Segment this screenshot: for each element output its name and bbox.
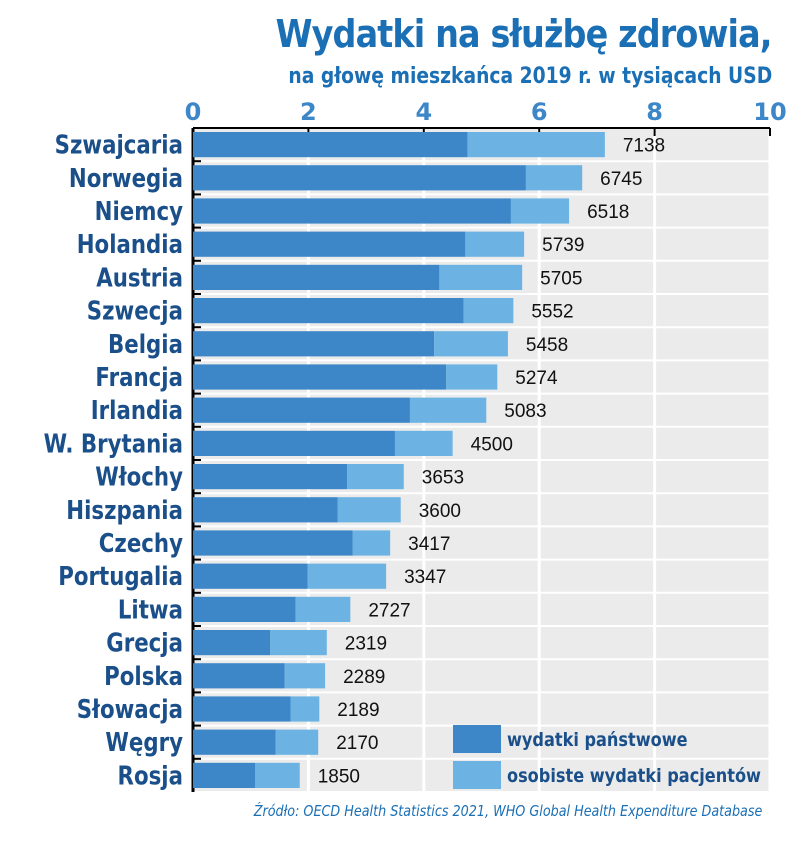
x-tick-label: 2 — [300, 98, 317, 126]
category-label: Portugalia — [58, 561, 183, 592]
bar-segment-private — [434, 331, 508, 357]
bar-total-label: 3600 — [419, 501, 461, 522]
bar-segment-private — [290, 696, 320, 722]
bar-total-label: 3347 — [404, 567, 446, 588]
bar-segment-private — [255, 762, 300, 788]
bar-segment-government — [193, 762, 256, 788]
bar-segment-private — [270, 630, 327, 656]
category-label: Holandia — [77, 229, 183, 260]
legend-swatch — [453, 761, 501, 789]
chart-title: Wydatki na służbę zdrowia, — [276, 12, 773, 56]
bar-segment-government — [193, 530, 353, 556]
legend-swatch — [453, 725, 501, 753]
x-tick-label: 10 — [753, 98, 786, 126]
category-label: Rosja — [118, 760, 183, 791]
bar-segment-government — [193, 696, 291, 722]
bar-total-label: 2289 — [343, 667, 385, 688]
bar-total-label: 5083 — [504, 401, 546, 422]
x-tick-label: 6 — [531, 98, 548, 126]
bar-total-label: 3417 — [408, 534, 450, 555]
category-label: W. Brytania — [44, 428, 183, 459]
bar-total-label: 7138 — [623, 136, 665, 157]
bar-segment-government — [193, 298, 464, 324]
bar-segment-government — [193, 397, 410, 423]
category-label: Szwecja — [87, 296, 183, 327]
bar-total-label: 4500 — [471, 434, 513, 455]
bar-segment-government — [193, 165, 526, 191]
bar-segment-private — [394, 430, 453, 456]
bar-segment-private — [295, 596, 351, 622]
bar-segment-government — [193, 364, 447, 390]
bar-segment-private — [275, 729, 319, 755]
category-label: Hiszpania — [66, 495, 183, 526]
bar-segment-private — [446, 364, 498, 390]
category-label: Włochy — [95, 462, 183, 493]
bar-segment-government — [193, 497, 338, 523]
bar-total-label: 2727 — [368, 600, 410, 621]
category-label: Niemcy — [95, 196, 184, 227]
bar-segment-government — [193, 331, 435, 357]
category-label: Norwegia — [69, 163, 183, 194]
bar-segment-government — [193, 729, 276, 755]
bar-total-label: 2189 — [337, 700, 379, 721]
category-label: Belgia — [108, 329, 183, 360]
bar-total-label: 5705 — [540, 268, 582, 289]
bar-segment-private — [465, 231, 525, 257]
bar-total-label: 5458 — [526, 335, 568, 356]
x-tick-label: 4 — [415, 98, 432, 126]
category-label: Słowacja — [77, 694, 183, 725]
legend-label: wydatki państwowe — [507, 730, 688, 752]
legend-label: osobiste wydatki pacjentów — [507, 766, 761, 788]
category-label: Grecja — [106, 628, 183, 659]
bar-total-label: 2319 — [345, 634, 387, 655]
bar-segment-government — [193, 132, 468, 158]
bar-total-label: 3653 — [422, 468, 464, 489]
bar-segment-private — [463, 298, 514, 324]
category-label: Węgry — [105, 727, 183, 758]
bar-segment-government — [193, 596, 296, 622]
bar-total-label: 5552 — [531, 302, 573, 323]
bar-segment-government — [193, 264, 440, 290]
category-label: Polska — [104, 661, 183, 692]
category-label: Litwa — [118, 594, 183, 625]
bar-total-label: 1850 — [318, 766, 360, 787]
bar-segment-private — [337, 497, 401, 523]
category-label: Czechy — [99, 528, 184, 559]
x-tick-label: 0 — [185, 98, 202, 126]
bar-segment-government — [193, 663, 285, 689]
bar-segment-private — [284, 663, 326, 689]
bar-segment-private — [307, 563, 387, 589]
bar-segment-government — [193, 430, 395, 456]
bar-segment-private — [510, 198, 570, 224]
bar-segment-government — [193, 231, 466, 257]
bar-total-label: 2170 — [336, 733, 378, 754]
category-label: Austria — [96, 262, 183, 293]
chart-subtitle: na głowę mieszkańca 2019 r. w tysiącach … — [288, 64, 772, 89]
category-label: Irlandia — [91, 395, 183, 426]
bar-segment-private — [467, 132, 605, 158]
bar-total-label: 6745 — [600, 169, 642, 190]
bar-total-label: 5739 — [542, 235, 584, 256]
bar-segment-private — [409, 397, 487, 423]
bar-segment-private — [439, 264, 523, 290]
bar-segment-government — [193, 464, 348, 490]
category-label: Francja — [95, 362, 183, 393]
bar-segment-private — [525, 165, 583, 191]
source-note: Źródło: OECD Health Statistics 2021, WHO… — [253, 802, 762, 820]
bar-total-label: 6518 — [587, 202, 629, 223]
category-label: Szwajcaria — [55, 130, 183, 161]
bar-total-label: 5274 — [515, 368, 558, 389]
bar-segment-government — [193, 198, 511, 224]
bar-segment-government — [193, 563, 308, 589]
x-tick-label: 8 — [646, 98, 663, 126]
bar-segment-government — [193, 630, 271, 656]
bar-segment-private — [347, 464, 404, 490]
bar-segment-private — [352, 530, 391, 556]
